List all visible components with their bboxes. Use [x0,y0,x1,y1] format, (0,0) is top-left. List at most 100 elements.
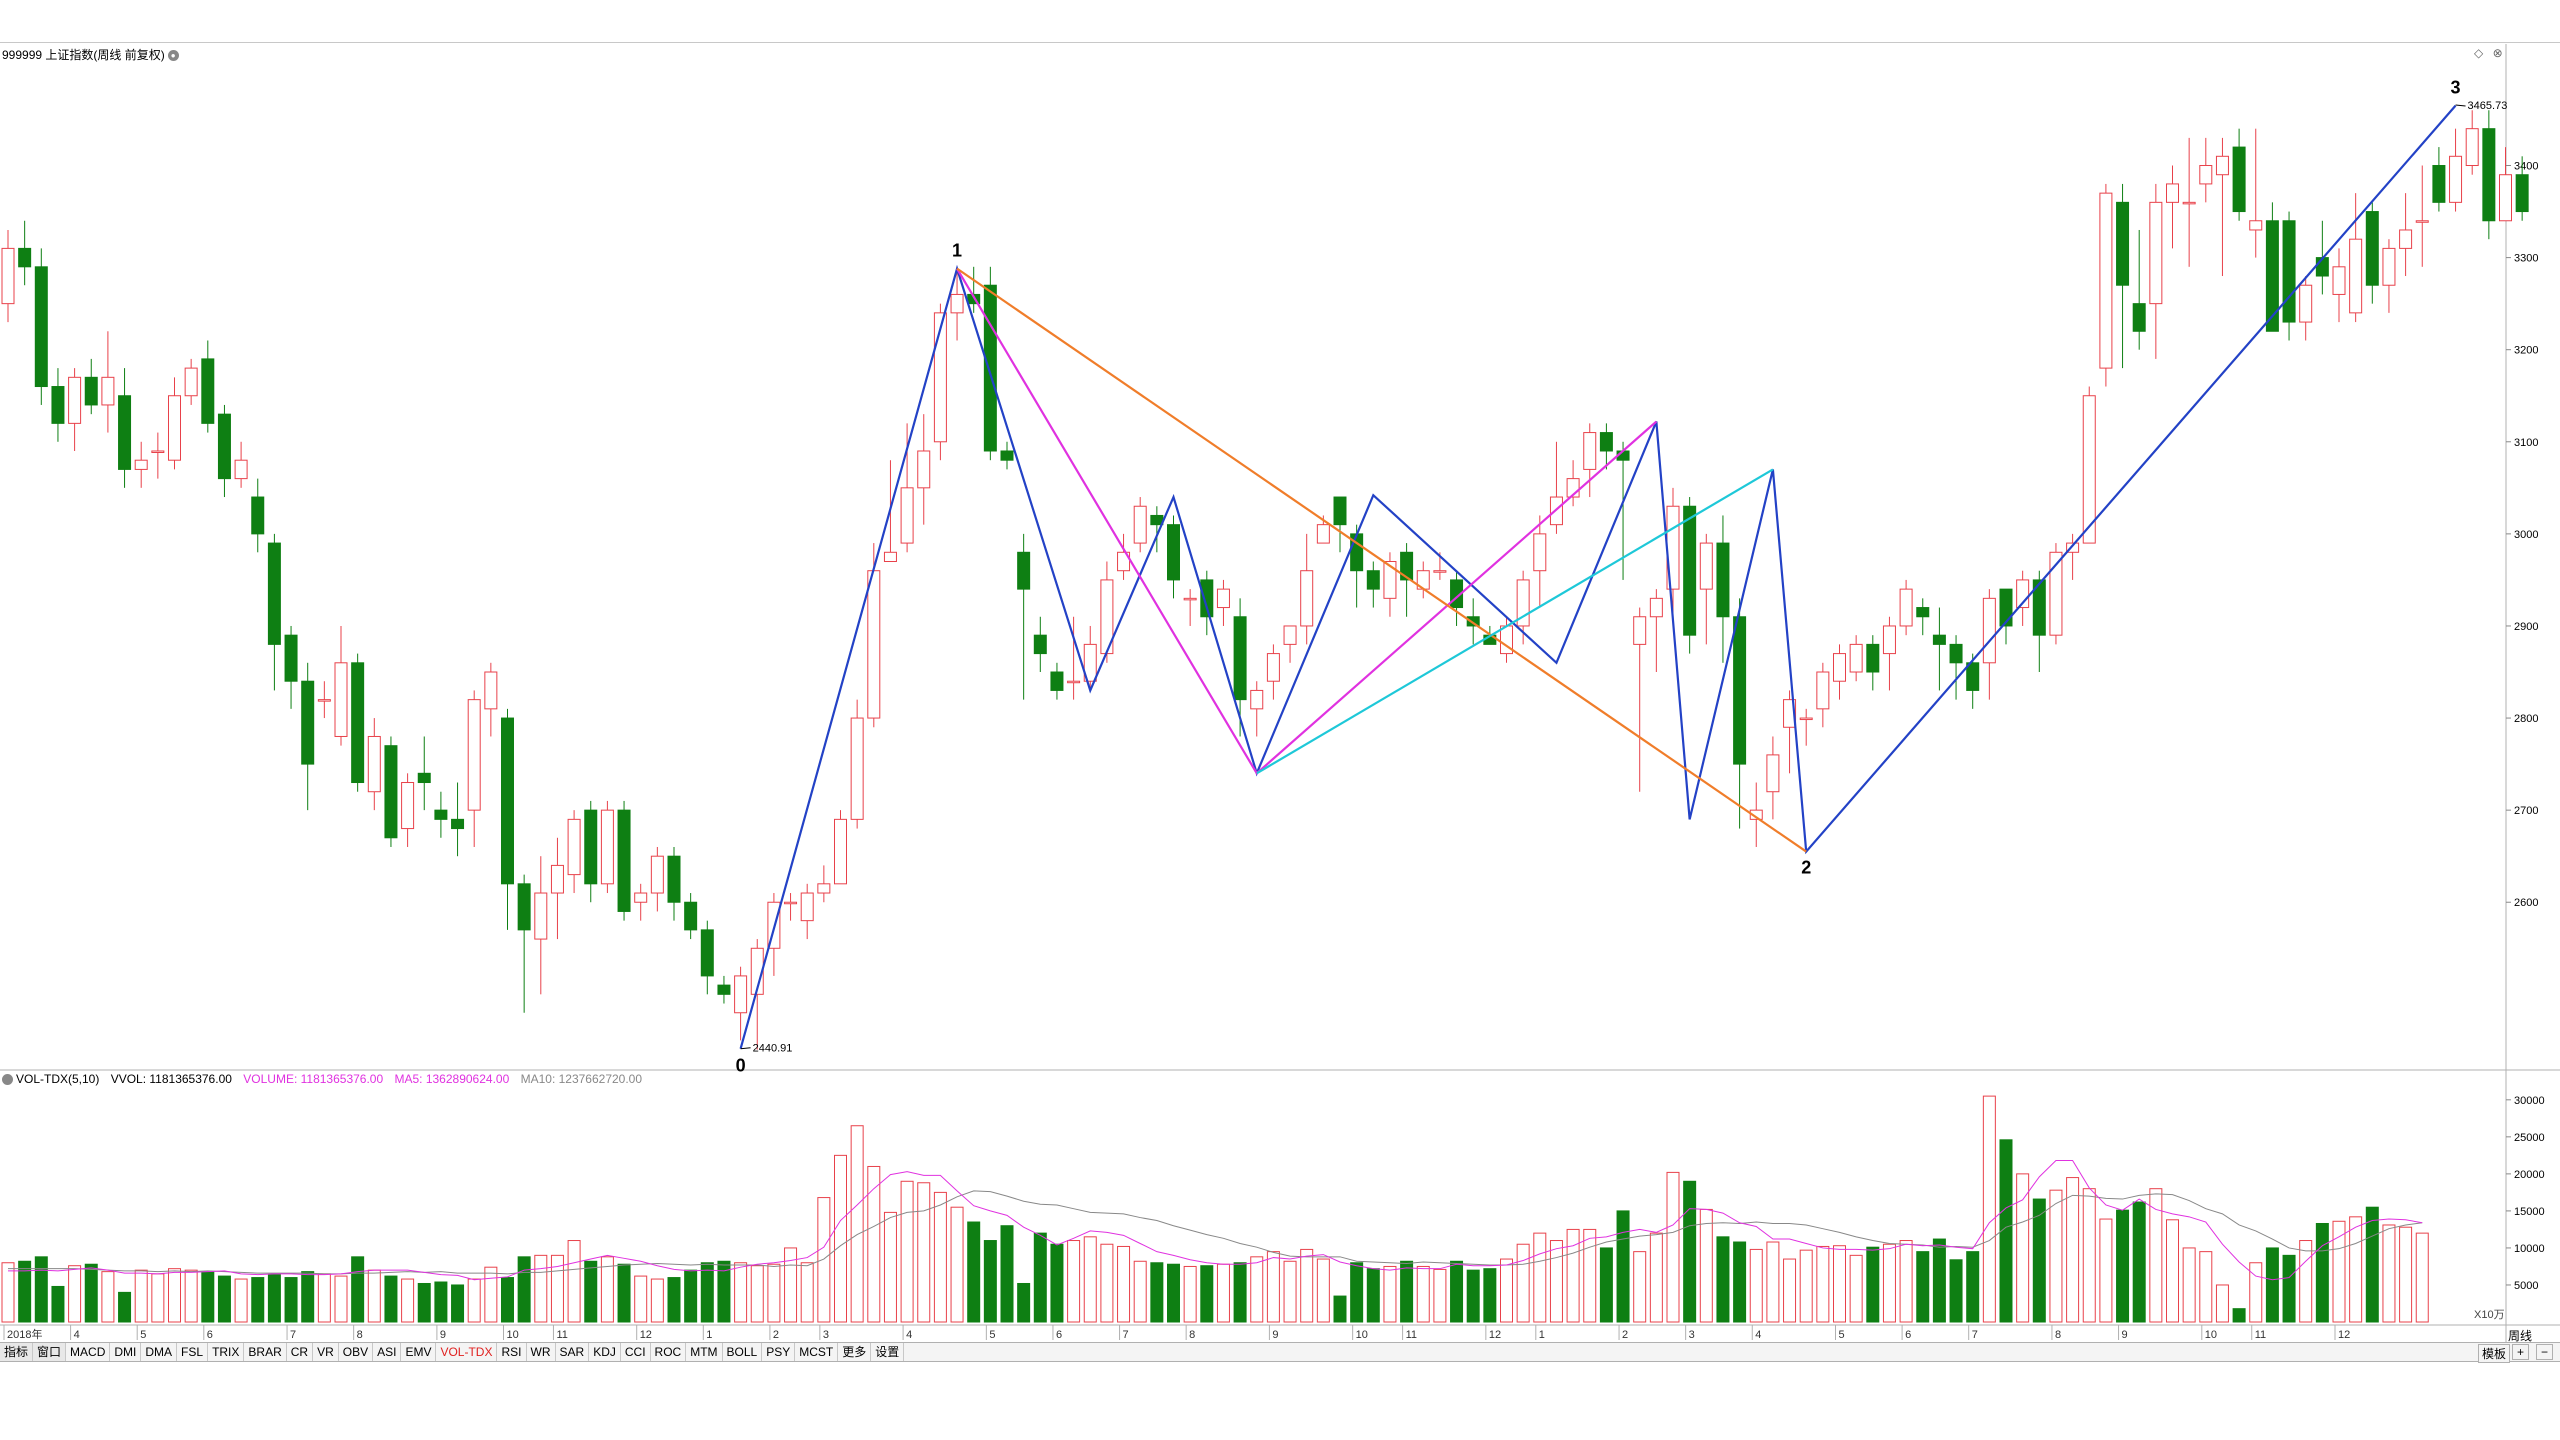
candle-body [1649,597,1663,618]
price-tick-label: 3400 [2514,161,2538,173]
candle-body [151,450,165,453]
candle-body [1749,809,1763,820]
price-tick-label: 2800 [2514,713,2538,725]
volume-bar [1133,1260,1147,1323]
tab-6[interactable]: TRIX [208,1343,245,1361]
volume-bar [834,1154,847,1323]
candle-body [2182,201,2196,205]
zoom-out-button[interactable]: − [2536,1344,2554,1360]
high-pointer [2455,104,2466,107]
candle-body [784,901,798,905]
settings-icon[interactable]: ● [167,50,179,62]
candle-body [168,395,181,461]
tab-16[interactable]: SAR [556,1343,590,1361]
volume-bar [1549,1240,1563,1323]
tab-5[interactable]: FSL [177,1343,209,1361]
tab-20[interactable]: MTM [686,1343,723,1361]
tab-23[interactable]: MCST [795,1343,839,1361]
tab-0[interactable]: 指标 [0,1343,34,1361]
volume-bar [617,1263,631,1323]
volume-bar [2399,1226,2413,1323]
zoom-in-button[interactable]: + [2512,1344,2530,1360]
tab-21[interactable]: BOLL [723,1343,763,1361]
volume-bar [1083,1236,1097,1323]
tab-3[interactable]: DMI [110,1343,142,1361]
candle-body [667,855,681,903]
candle-body [68,376,82,424]
volume-bar [1233,1262,1247,1323]
volume-bar [2016,1173,2030,1323]
volume-bar [2232,1308,2246,1323]
candle-body [1300,570,1314,627]
close-icon[interactable]: ⊗ [2492,46,2503,60]
candle-body [234,459,248,480]
candle-body [1966,662,1980,691]
wave-label: 3 [2451,78,2461,98]
candle-body [634,892,648,903]
volume-bar [883,1211,897,1323]
time-tick-label: 6 [1905,1329,1911,1341]
tab-13[interactable]: VOL-TDX [436,1343,498,1361]
time-tick-label: 3 [1689,1329,1695,1341]
volume-bar [734,1262,748,1323]
wave-label: 0 [736,1056,746,1076]
volume-bar [817,1197,831,1323]
candle-body [101,376,115,406]
candle-body [1799,717,1813,721]
tab-10[interactable]: OBV [339,1343,374,1361]
candle-body [1982,597,1996,664]
volume-bar [1383,1265,1397,1323]
tab-25[interactable]: 设置 [871,1343,905,1361]
time-tick-label: 4 [906,1329,912,1341]
volume-bar [2032,1198,2046,1323]
volume-tick-label: 10000 [2514,1243,2545,1255]
volume-bar [1833,1245,1846,1323]
volume-bar [1683,1180,1697,1323]
tab-18[interactable]: CCI [621,1343,651,1361]
candle-body [434,809,448,820]
volume-bar [1333,1295,1347,1323]
tab-17[interactable]: KDJ [589,1343,621,1361]
candle-body [2482,128,2496,222]
tab-12[interactable]: EMV [401,1343,437,1361]
candle-body [1133,505,1147,544]
candle-body [550,864,564,894]
time-tick-label: 10 [1356,1329,1368,1341]
volume-bar [2415,1232,2429,1323]
volume-bar [684,1269,698,1323]
template-button[interactable]: 模板 [2478,1344,2511,1363]
candle-body [467,699,481,811]
volume-settings-icon[interactable] [2,1074,13,1086]
volume-bar [2049,1189,2063,1323]
volume-bar [2082,1188,2096,1323]
volume-bar [367,1269,381,1323]
volume-bar [217,1275,231,1323]
volume-value: VOLUME: 1181365376.00 [243,1072,384,1086]
candle-body [734,975,748,1014]
volume-bar [1799,1249,1813,1323]
tab-1[interactable]: 窗口 [33,1343,67,1361]
indicator-tab-bar: 指标 窗口 MACD DMI DMA FSL TRIX BRAR CR VR OBV ASI EMV VO… [0,1342,2560,1362]
time-tick-label: 9 [2122,1329,2128,1341]
diamond-icon[interactable]: ◇ [2474,46,2484,60]
tab-9[interactable]: VR [313,1343,339,1361]
volume-bar [717,1260,731,1323]
candle-body [1433,570,1447,573]
tab-11[interactable]: ASI [373,1343,402,1361]
tab-2[interactable]: MACD [66,1343,111,1361]
tab-19[interactable]: ROC [651,1343,687,1361]
volume-bar [1117,1245,1131,1323]
candle-body [1916,607,1930,618]
tab-4[interactable]: DMA [141,1343,178,1361]
volume-bar [1000,1225,1014,1323]
tab-7[interactable]: BRAR [244,1343,287,1361]
tab-15[interactable]: WR [527,1343,556,1361]
trend-line-orange [956,267,1807,853]
tab-24[interactable]: 更多 [838,1343,872,1361]
tab-8[interactable]: CR [287,1343,314,1361]
tab-22[interactable]: PSY [762,1343,796,1361]
tab-14[interactable]: RSI [497,1343,527,1361]
candle-body [2332,266,2346,295]
time-tick-label: 4 [74,1329,80,1341]
time-tick-label: 6 [207,1329,213,1341]
